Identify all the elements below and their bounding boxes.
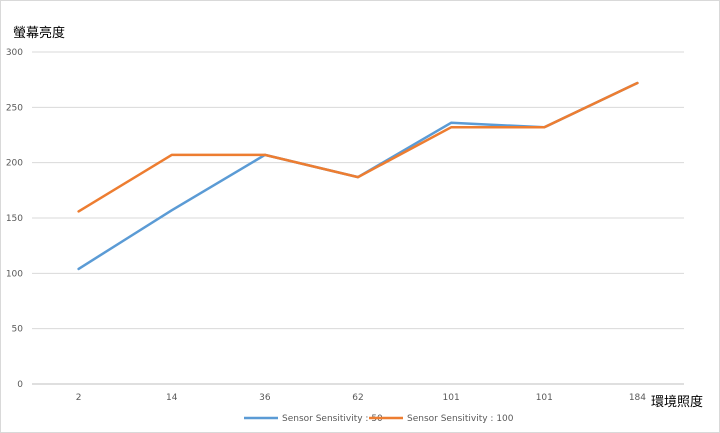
series-line-2 [77, 81, 639, 213]
series-lines [77, 81, 639, 271]
y-tick-label: 50 [12, 325, 24, 335]
x-tick-label: 62 [352, 393, 363, 403]
x-axis-title: 環境照度 [651, 394, 703, 410]
y-axis-title: 螢幕亮度 [13, 25, 65, 41]
x-tick-label: 2 [76, 393, 82, 403]
x-tick-label: 101 [536, 393, 553, 403]
y-tick-label: 250 [6, 103, 23, 113]
x-tick-label: 184 [629, 393, 646, 403]
legend-label: Sensor Sensitivity : 50 [282, 414, 383, 424]
y-tick-labels: 0 50 100 150 200 250 300 [6, 48, 23, 390]
legend-label: Sensor Sensitivity : 100 [407, 414, 514, 424]
x-tick-label: 101 [443, 393, 460, 403]
y-tick-label: 100 [6, 269, 23, 279]
y-tick-label: 150 [6, 214, 23, 224]
gridlines [32, 51, 684, 385]
y-tick-label: 200 [6, 159, 23, 169]
y-tick-label: 300 [6, 48, 23, 58]
x-tick-labels: 2 14 36 62 101 101 184 [76, 393, 647, 403]
legend: Sensor Sensitivity : 50 Sensor Sensitivit… [244, 414, 514, 424]
y-tick-label: 0 [17, 380, 23, 390]
x-tick-label: 36 [259, 393, 271, 403]
x-tick-label: 14 [166, 393, 178, 403]
